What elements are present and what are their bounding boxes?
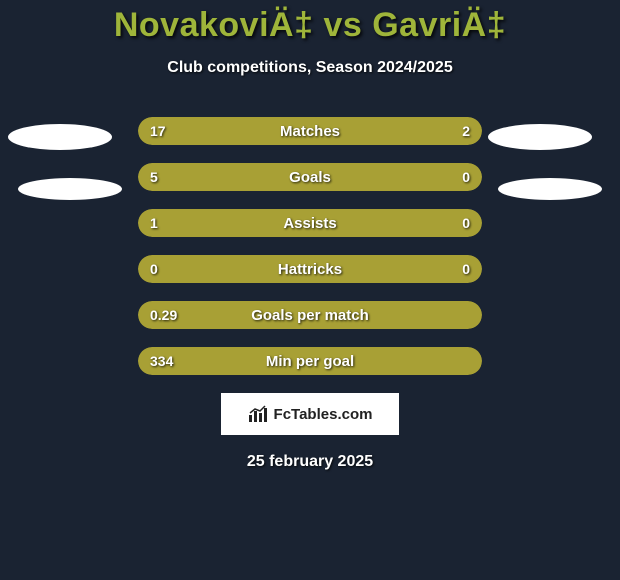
stat-bar-left <box>138 209 482 237</box>
stats-list: 17 Matches 2 5 Goals 0 1 Assists 0 0 Hat… <box>138 117 482 375</box>
source-logo-text: FcTables.com <box>274 406 373 423</box>
stat-row-goals: 5 Goals 0 <box>138 163 482 191</box>
stat-row-goals-per-match: 0.29 Goals per match <box>138 301 482 329</box>
stat-bar-left <box>138 255 310 283</box>
stat-bar-left <box>138 347 482 375</box>
date-text: 25 february 2025 <box>0 453 620 471</box>
player-left-ellipse-2 <box>18 178 122 200</box>
player-right-ellipse-1 <box>488 124 592 150</box>
subtitle: Club competitions, Season 2024/2025 <box>0 59 620 77</box>
player-right-ellipse-2 <box>498 178 602 200</box>
source-logo: FcTables.com <box>221 393 399 435</box>
stat-row-matches: 17 Matches 2 <box>138 117 482 145</box>
stat-bar-left <box>138 117 413 145</box>
stat-bar-left <box>138 163 482 191</box>
stat-row-assists: 1 Assists 0 <box>138 209 482 237</box>
page-title: NovakoviÄ‡ vs GavriÄ‡ <box>0 6 620 45</box>
chart-icon <box>248 405 270 423</box>
stat-row-min-per-goal: 334 Min per goal <box>138 347 482 375</box>
stat-row-hattricks: 0 Hattricks 0 <box>138 255 482 283</box>
player-left-ellipse-1 <box>8 124 112 150</box>
stat-bar-right <box>413 117 482 145</box>
stat-bar-right <box>310 255 482 283</box>
stat-bar-left <box>138 301 482 329</box>
comparison-card: NovakoviÄ‡ vs GavriÄ‡ Club competitions,… <box>0 0 620 471</box>
